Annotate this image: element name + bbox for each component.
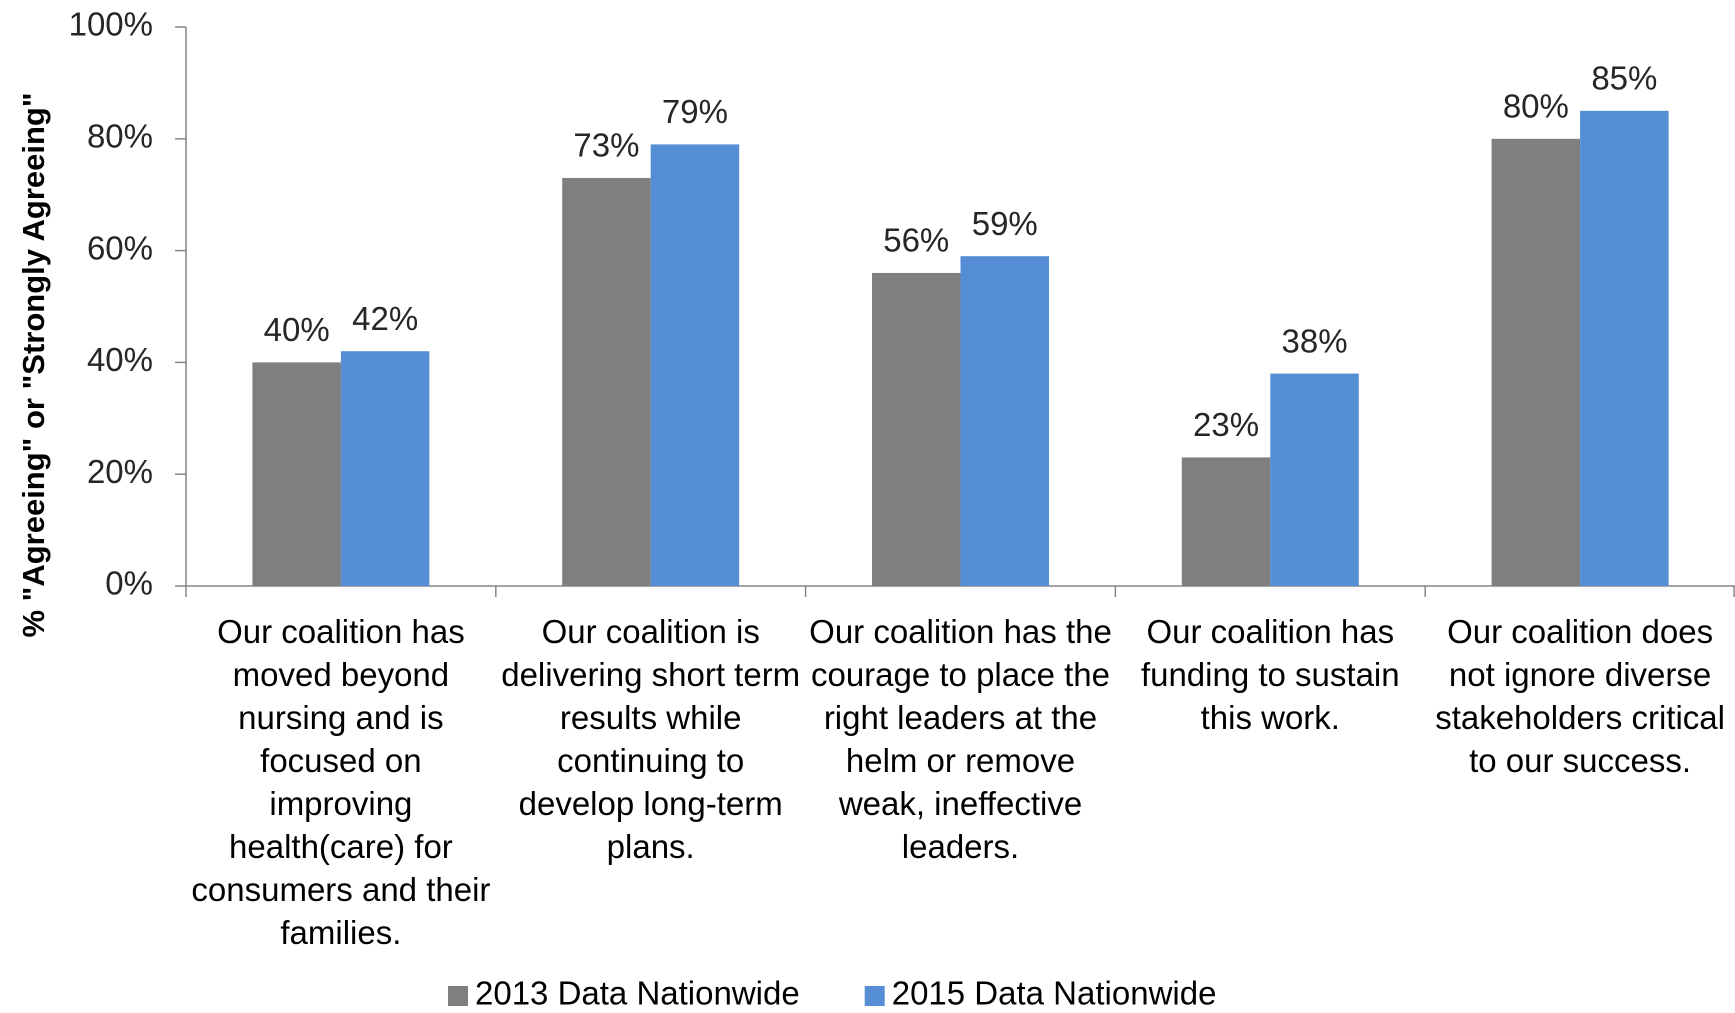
legend-swatch [864, 986, 885, 1006]
bar [1270, 373, 1359, 586]
x-tick-label: Our coalition is delivering short term r… [501, 613, 801, 865]
y-tick-label: 100% [69, 6, 153, 43]
y-tick-label: 80% [87, 118, 153, 155]
x-tick-label: Our coalition has funding to sustain thi… [1140, 613, 1400, 736]
bar [960, 256, 1049, 586]
bar [872, 272, 961, 586]
y-tick-label: 0% [105, 565, 153, 602]
legend-swatch [448, 986, 468, 1006]
data-label: 85% [1591, 60, 1657, 97]
data-label: 23% [1193, 406, 1259, 443]
data-label: 59% [972, 205, 1038, 242]
x-tick-label: Our coalition does not ignore diverse st… [1435, 613, 1725, 779]
x-tick-label: Our coalition has moved beyond nursing a… [191, 613, 491, 951]
y-axis-title: % "Agreeing" or "Strongly Agreeing" [16, 92, 51, 637]
data-label: 79% [662, 93, 728, 130]
legend-label: 2013 Data Nationwide [475, 975, 800, 1012]
bar [650, 144, 740, 586]
data-label: 73% [573, 127, 639, 164]
y-tick-label: 20% [87, 453, 153, 490]
bar [1181, 457, 1271, 586]
y-tick-label: 60% [87, 229, 153, 266]
bar [340, 351, 430, 586]
y-tick-label: 40% [87, 341, 153, 378]
data-label: 38% [1282, 322, 1348, 359]
data-label: 40% [264, 311, 330, 348]
legend-label: 2015 Data Nationwide [892, 975, 1217, 1012]
x-tick-label: Our coalition has the courage to place t… [809, 613, 1112, 865]
data-label: 80% [1503, 88, 1569, 125]
data-label: 56% [883, 222, 949, 259]
bar [1580, 110, 1669, 586]
data-label: 42% [352, 300, 418, 337]
bar [252, 362, 341, 586]
bar [1491, 138, 1581, 587]
bar [562, 177, 651, 586]
